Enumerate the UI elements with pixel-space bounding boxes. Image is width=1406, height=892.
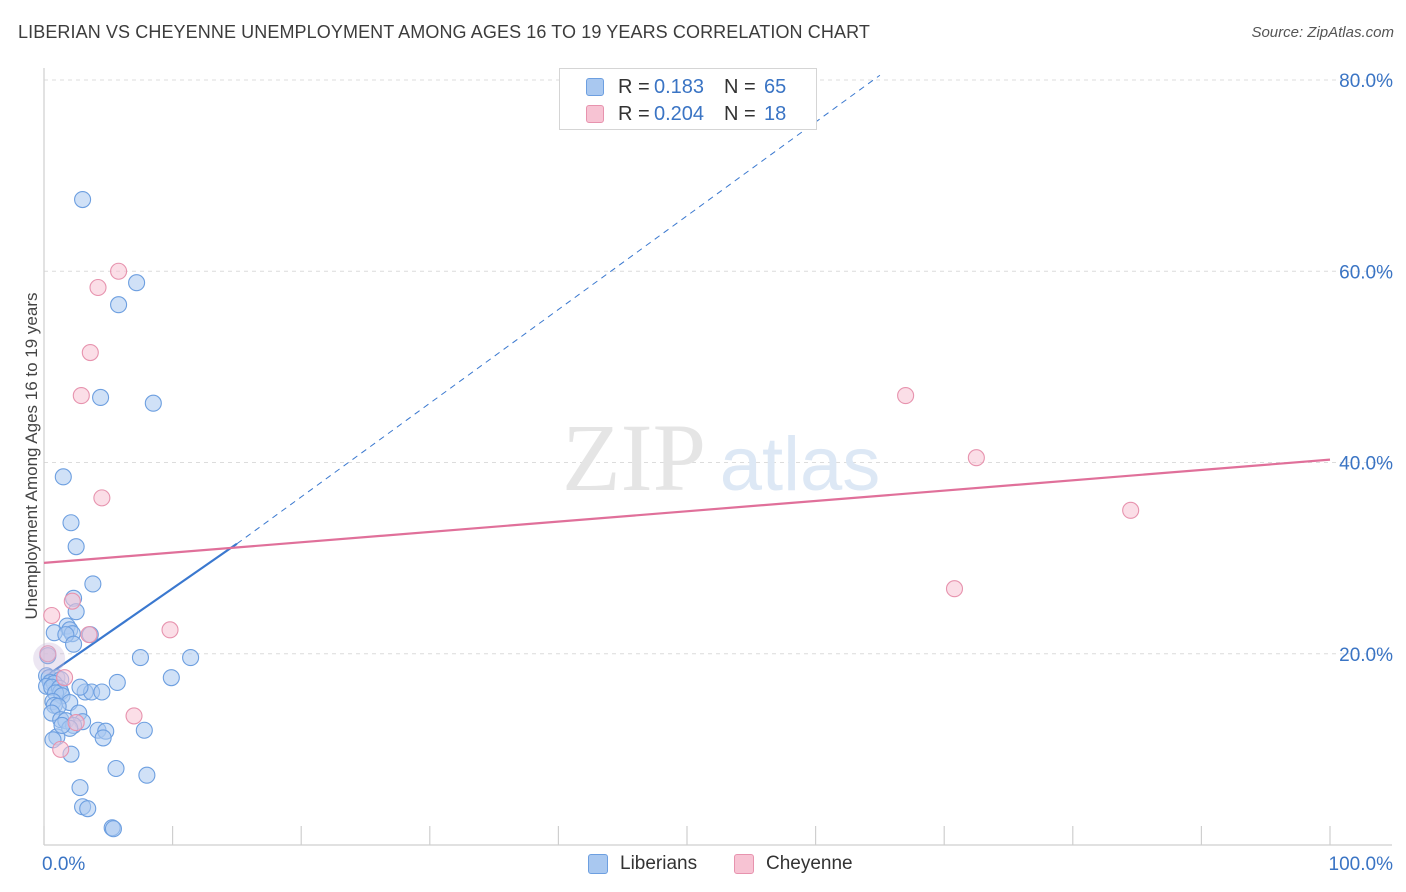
x-tick-label: 100.0% — [1329, 854, 1394, 875]
point-liberians — [71, 779, 89, 797]
point-cheyenne — [72, 387, 90, 405]
point-cheyenne — [967, 449, 985, 467]
legend-r-value: 0.204 — [654, 102, 705, 125]
point-liberians — [108, 673, 126, 691]
watermark-zip: ZIP — [562, 404, 706, 511]
point-liberians — [131, 649, 149, 667]
point-liberians — [92, 388, 110, 407]
point-liberians — [62, 514, 80, 532]
bottom-legend-liberians: Liberians — [588, 852, 697, 876]
chart-title: LIBERIAN VS CHEYENNE UNEMPLOYMENT AMONG … — [18, 22, 870, 42]
y-tick-label: 20.0% — [1339, 645, 1393, 666]
point-liberians — [107, 759, 125, 778]
trend-line-liberians-extension — [236, 74, 881, 545]
point-liberians — [79, 800, 97, 818]
legend-n-label: N = — [724, 75, 756, 98]
point-liberians — [74, 190, 92, 209]
legend-n-label: N = — [724, 102, 756, 125]
point-liberians — [182, 649, 200, 667]
point-liberians — [94, 729, 112, 747]
watermark-atlas: atlas — [720, 422, 881, 507]
axes — [43, 68, 1392, 846]
point-cheyenne — [93, 489, 111, 507]
legend-r-label: R = — [618, 102, 650, 125]
point-liberians — [110, 296, 128, 314]
point-cheyenne — [110, 262, 128, 280]
point-cheyenne — [56, 669, 74, 687]
trend-line-cheyenne — [43, 458, 1331, 565]
trend-lines — [43, 74, 1331, 679]
point-cheyenne — [39, 645, 57, 663]
point-liberians — [128, 274, 146, 292]
point-cheyenne — [43, 606, 61, 625]
point-cheyenne — [63, 592, 81, 610]
point-liberians — [53, 716, 71, 735]
correlation-legend: R = 0.183 N = 65 R = 0.204 N = 18 — [559, 68, 817, 130]
bottom-legend-cheyenne: Cheyenne — [734, 852, 853, 876]
point-cheyenne — [945, 580, 964, 598]
bottom-legend-swatch-cheyenne — [734, 854, 754, 874]
point-liberians — [71, 678, 89, 696]
point-cheyenne — [897, 387, 915, 405]
tick-labels: 20.0% 40.0% 60.0% 80.0% 0.0% 100.0% — [42, 71, 1393, 875]
point-liberians — [93, 683, 111, 701]
point-cluster-overlap — [33, 642, 66, 675]
point-cheyenne — [80, 626, 98, 644]
x-tick-label: 0.0% — [42, 854, 85, 875]
point-liberians — [67, 538, 85, 556]
data-points — [33, 190, 1140, 838]
y-tick-label: 40.0% — [1339, 454, 1393, 475]
watermark: ZIP atlas — [562, 404, 880, 511]
legend-swatch-liberians — [586, 78, 604, 96]
legend-r-label: R = — [618, 75, 650, 98]
gridlines — [44, 79, 1392, 655]
point-cheyenne — [1122, 501, 1140, 519]
legend-row-cheyenne: R = 0.204 N = 18 — [586, 102, 786, 126]
point-liberians — [54, 468, 72, 486]
point-cheyenne — [81, 343, 99, 362]
legend-n-value: 18 — [764, 102, 787, 125]
point-liberians — [135, 721, 153, 739]
point-liberians — [138, 766, 156, 784]
point-cheyenne — [125, 707, 143, 725]
source-label: Source: ZipAtlas.com — [1251, 24, 1394, 41]
point-liberians — [144, 394, 162, 412]
point-liberians — [84, 575, 102, 593]
point-cheyenne — [89, 278, 107, 297]
bottom-legend-label-cheyenne: Cheyenne — [766, 853, 853, 874]
point-liberians — [104, 820, 122, 838]
point-liberians — [162, 669, 180, 687]
trend-line-liberians — [43, 542, 238, 679]
y-tick-label: 80.0% — [1339, 71, 1393, 92]
point-cheyenne — [67, 714, 85, 732]
legend-swatch-cheyenne — [586, 105, 604, 123]
legend-n-value: 65 — [764, 75, 787, 98]
legend-r-value: 0.183 — [654, 75, 705, 98]
bottom-legend-label-liberians: Liberians — [620, 853, 698, 874]
legend-row-liberians: R = 0.183 N = 65 — [586, 75, 786, 99]
y-tick-label: 60.0% — [1339, 262, 1393, 283]
bottom-legend-swatch-liberians — [588, 854, 608, 874]
point-cheyenne — [161, 621, 179, 639]
point-cheyenne — [52, 740, 70, 758]
point-liberians — [65, 635, 83, 653]
